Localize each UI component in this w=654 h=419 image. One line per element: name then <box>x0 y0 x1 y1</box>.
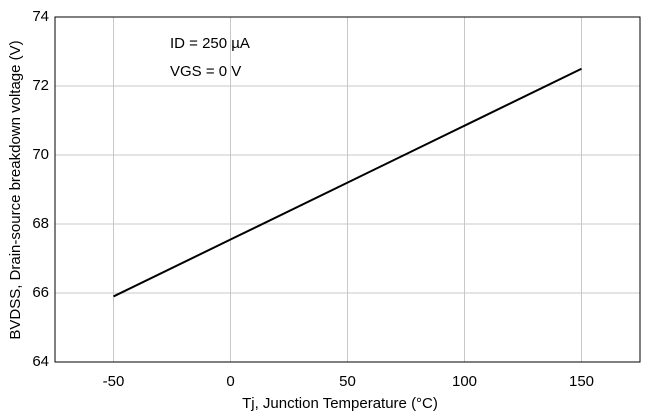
y-tick-label: 66 <box>32 284 49 301</box>
background <box>0 0 654 419</box>
y-tick-label: 72 <box>32 77 49 94</box>
x-tick-label: -50 <box>103 373 125 390</box>
x-tick-label: 150 <box>569 373 594 390</box>
y-axis-label: BVDSS, Drain-source breakdown voltage (V… <box>7 40 24 339</box>
y-tick-label: 70 <box>32 146 49 163</box>
y-tick-label: 64 <box>32 353 49 370</box>
chart: Tj, Junction Temperature (°C) BVDSS, Dra… <box>0 0 654 419</box>
annotation: ID = 250 µA <box>170 35 250 52</box>
y-tick-label: 74 <box>32 8 49 25</box>
x-tick-label: 100 <box>452 373 477 390</box>
y-tick-label: 68 <box>32 215 49 232</box>
x-tick-label: 0 <box>226 373 234 390</box>
x-axis-label: Tj, Junction Temperature (°C) <box>242 395 438 412</box>
x-tick-label: 50 <box>339 373 356 390</box>
